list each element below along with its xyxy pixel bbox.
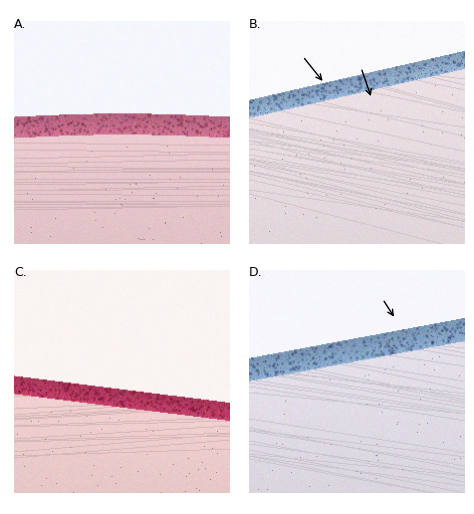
Text: D.: D.: [249, 266, 263, 279]
Text: C.: C.: [14, 266, 27, 279]
Text: A.: A.: [14, 18, 27, 31]
Text: B.: B.: [249, 18, 262, 31]
